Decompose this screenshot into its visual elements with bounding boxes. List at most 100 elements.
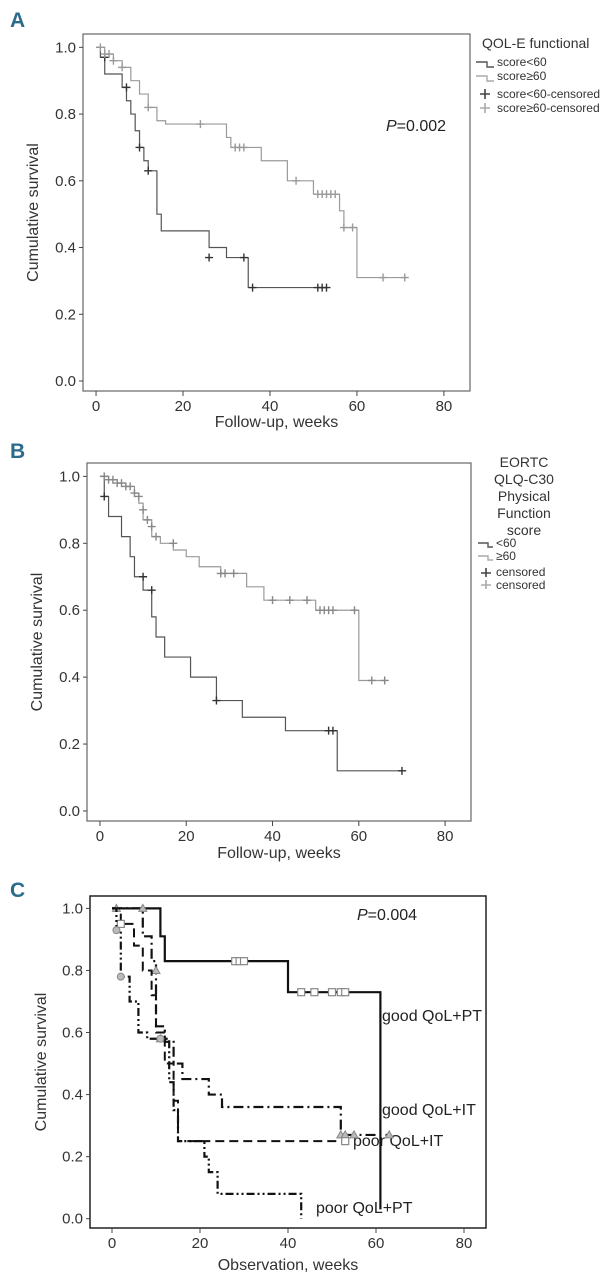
y-tick-label: 0.4 [62, 1087, 83, 1104]
panel-a-plot: 0 20 40 60 80 0.0 0.2 0.4 0.6 0.8 1.0 Follow-up, we… [25, 39, 452, 431]
censor-mark [303, 596, 312, 605]
censor-mark [122, 83, 131, 92]
panel-a-frame [82, 33, 471, 392]
y-tick-label: 0.8 [62, 962, 83, 979]
x-tick-label: 80 [436, 398, 453, 415]
censor-mark [130, 489, 139, 498]
x-tick-label: 60 [349, 398, 366, 415]
censor-mark [384, 1129, 395, 1139]
censor-mark [239, 957, 249, 966]
censor-mark [310, 988, 319, 997]
legend-b-item-3: censored [496, 565, 545, 579]
censor-mark [169, 539, 178, 548]
censor-mark [100, 472, 109, 481]
panel-a-pvalue: P=0.002 [386, 118, 446, 135]
y-tick-label: 0.8 [59, 535, 80, 552]
censor-mark [328, 606, 337, 615]
curve-label-good-it: good QoL+IT [382, 1102, 476, 1119]
x-tick-label: 0 [92, 398, 100, 415]
censor-mark [268, 596, 277, 605]
censor-mark [156, 1034, 165, 1043]
censor-mark [339, 223, 348, 232]
censor-mark [152, 532, 161, 541]
legend-a-item-1: score<60 [497, 55, 547, 69]
legend-b-cross-1 [481, 568, 491, 577]
censor-mark [350, 606, 359, 615]
y-tick-label: 1.0 [55, 39, 76, 56]
censor-mark [379, 273, 388, 282]
censor-mark [96, 43, 105, 52]
panel-a: A QOL-E functional score<60 score≥60 sco… [10, 9, 600, 431]
legend-b-item-1: <60 [496, 536, 517, 550]
legend-b-title-line-3: Physical [498, 488, 550, 504]
censor-mark [144, 103, 153, 112]
censor-mark [331, 190, 340, 199]
legend-a-line-1 [476, 61, 494, 68]
censor-mark [327, 988, 337, 997]
censor-mark [212, 696, 221, 705]
censor-mark [239, 253, 248, 262]
censor-mark [134, 492, 143, 501]
legend-a-item-3: score<60-censored [497, 87, 600, 101]
censor-mark [147, 522, 156, 531]
y-tick-label: 0.4 [55, 240, 76, 257]
y-tick-label: 1.0 [59, 468, 80, 485]
y-tick-label: 0.8 [55, 106, 76, 123]
censor-mark [239, 143, 248, 152]
legend-b-title-line-5: score [507, 522, 541, 538]
y-tick-label: 0.4 [59, 669, 80, 686]
x-tick-label: 0 [108, 1235, 116, 1252]
censor-mark [151, 965, 161, 974]
panel-b-frame [86, 462, 472, 822]
legend-a-item-4: score≥60-censored [497, 101, 600, 115]
series-curve--60 [99, 475, 407, 772]
panel-c-plot: 0 20 40 60 80 0.0 0.2 0.4 0.6 0.8 1.0 Observation, … [33, 900, 472, 1274]
x-tick-label: 40 [280, 1235, 297, 1252]
censor-mark [349, 1129, 359, 1139]
legend-b-title-line-1: EORTC [500, 454, 549, 470]
x-tick-label: 40 [262, 398, 279, 415]
curve-label-poor-it: poor QoL+IT [353, 1133, 444, 1150]
series-curve-good-qol-it [112, 907, 390, 1137]
series-curve-score-60 [96, 46, 405, 279]
x-axis-label: Follow-up, weeks [217, 845, 341, 862]
x-tick-label: 60 [368, 1235, 385, 1252]
y-axis-label: Cumulative survival [33, 993, 50, 1132]
censor-mark [297, 988, 306, 997]
censor-mark [139, 572, 148, 581]
y-axis-label: Cumulative survival [25, 143, 42, 282]
censor-mark [341, 988, 350, 997]
y-tick-label: 0.0 [59, 803, 80, 820]
panel-a-label: A [10, 9, 25, 32]
censor-mark [100, 492, 109, 501]
x-tick-label: 80 [456, 1235, 473, 1252]
panel-b-legend: <60 ≥60 censored censored [478, 536, 545, 592]
censor-mark [328, 726, 337, 735]
legend-b-title-line-2: QLQ-C30 [494, 471, 554, 487]
censor-mark [285, 596, 294, 605]
x-tick-label: 60 [350, 828, 367, 845]
panel-a-legend: score<60 score≥60 score<60-censored scor… [476, 55, 600, 115]
legend-b-item-2: ≥60 [496, 549, 516, 563]
censor-mark [109, 56, 118, 65]
panel-b-plot: 0 20 40 60 80 0.0 0.2 0.4 0.6 0.8 1.0 Follow-up, we… [29, 468, 453, 862]
censor-mark [137, 903, 148, 912]
panel-a-legend-title: QOL-E functional [482, 35, 589, 51]
censor-mark [380, 676, 389, 685]
legend-a-line-2 [476, 75, 494, 82]
legend-b-line-2 [478, 555, 493, 561]
x-tick-label: 0 [96, 828, 104, 845]
legend-b-title-line-4: Function [497, 505, 551, 521]
legend-b-line-1 [478, 542, 493, 548]
censor-mark [105, 50, 114, 59]
censor-mark [116, 919, 125, 929]
x-axis-label: Observation, weeks [218, 1257, 359, 1274]
censor-mark [108, 475, 117, 484]
y-tick-label: 1.0 [62, 900, 83, 917]
y-tick-label: 0.6 [62, 1025, 83, 1042]
curve-label-poor-pt: poor QoL+PT [316, 1200, 413, 1217]
x-tick-label: 20 [178, 828, 195, 845]
panel-a-p-symbol: P [386, 118, 397, 135]
panel-c-p-symbol: P [357, 907, 368, 924]
